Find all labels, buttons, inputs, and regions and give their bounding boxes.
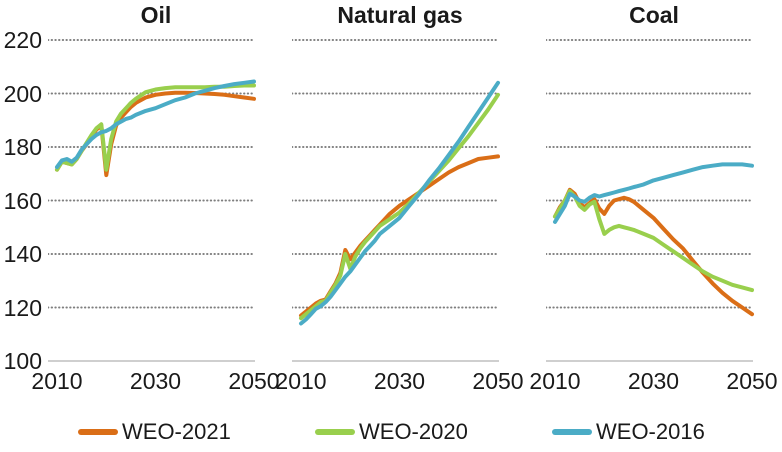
y-tick-label-160: 160	[3, 187, 42, 214]
legend-item-weo-2016: WEO-2016	[552, 417, 705, 447]
series-line-weo-2016	[299, 80, 500, 326]
series-line-weo-2021	[55, 90, 256, 178]
x-tick-label-2010: 2010	[31, 368, 83, 394]
chart-panel-oil: Oil 2010 2030 2050	[31, 0, 279, 452]
y-tick-label-100: 100	[3, 348, 42, 374]
x-tick-label-2050: 2050	[472, 368, 524, 394]
x-tick-label-2030: 2030	[373, 368, 426, 394]
legend-item-weo-2021: WEO-2021	[78, 417, 231, 447]
legend-swatch	[315, 429, 355, 435]
y-tick-label-140: 140	[3, 241, 42, 267]
x-tick-label-2050: 2050	[726, 368, 778, 394]
chart-panel-natural-gas: Natural gas 2010 2030 2050	[275, 0, 523, 452]
legend-swatch	[78, 429, 118, 435]
panel-title: Natural gas	[337, 2, 463, 28]
panel-title: Coal	[629, 2, 679, 28]
x-tick-label-2010: 2010	[529, 368, 581, 394]
plot-area	[48, 38, 256, 362]
x-tick-label-2010: 2010	[275, 368, 327, 394]
y-tick-label-180: 180	[3, 134, 42, 160]
legend-item-weo-2020: WEO-2020	[315, 417, 468, 447]
series-line-weo-2016	[553, 162, 754, 224]
plot-area	[292, 38, 500, 362]
x-tick-label-2030: 2030	[627, 368, 680, 394]
y-tick-label-200: 200	[3, 80, 42, 107]
series-line-weo-2020	[553, 189, 754, 293]
panel-title: Oil	[140, 2, 172, 28]
x-tick-label-2030: 2030	[129, 368, 182, 394]
y-tick-label-120: 120	[3, 294, 42, 321]
legend-label: WEO-2016	[596, 419, 705, 444]
series-line-weo-2020	[55, 83, 256, 172]
legend-label: WEO-2021	[122, 419, 231, 444]
legend-swatch	[552, 429, 592, 435]
legend-label: WEO-2020	[359, 419, 468, 444]
y-tick-label-220: 220	[3, 27, 42, 53]
legend: WEO-2021 WEO-2020 WEO-2016	[0, 417, 782, 447]
x-tick-label-2050: 2050	[228, 368, 280, 394]
series-line-weo-2016	[55, 79, 256, 170]
chart-panel-coal: Coal 2010 2030 2050	[529, 0, 777, 452]
plot-area	[546, 38, 754, 362]
